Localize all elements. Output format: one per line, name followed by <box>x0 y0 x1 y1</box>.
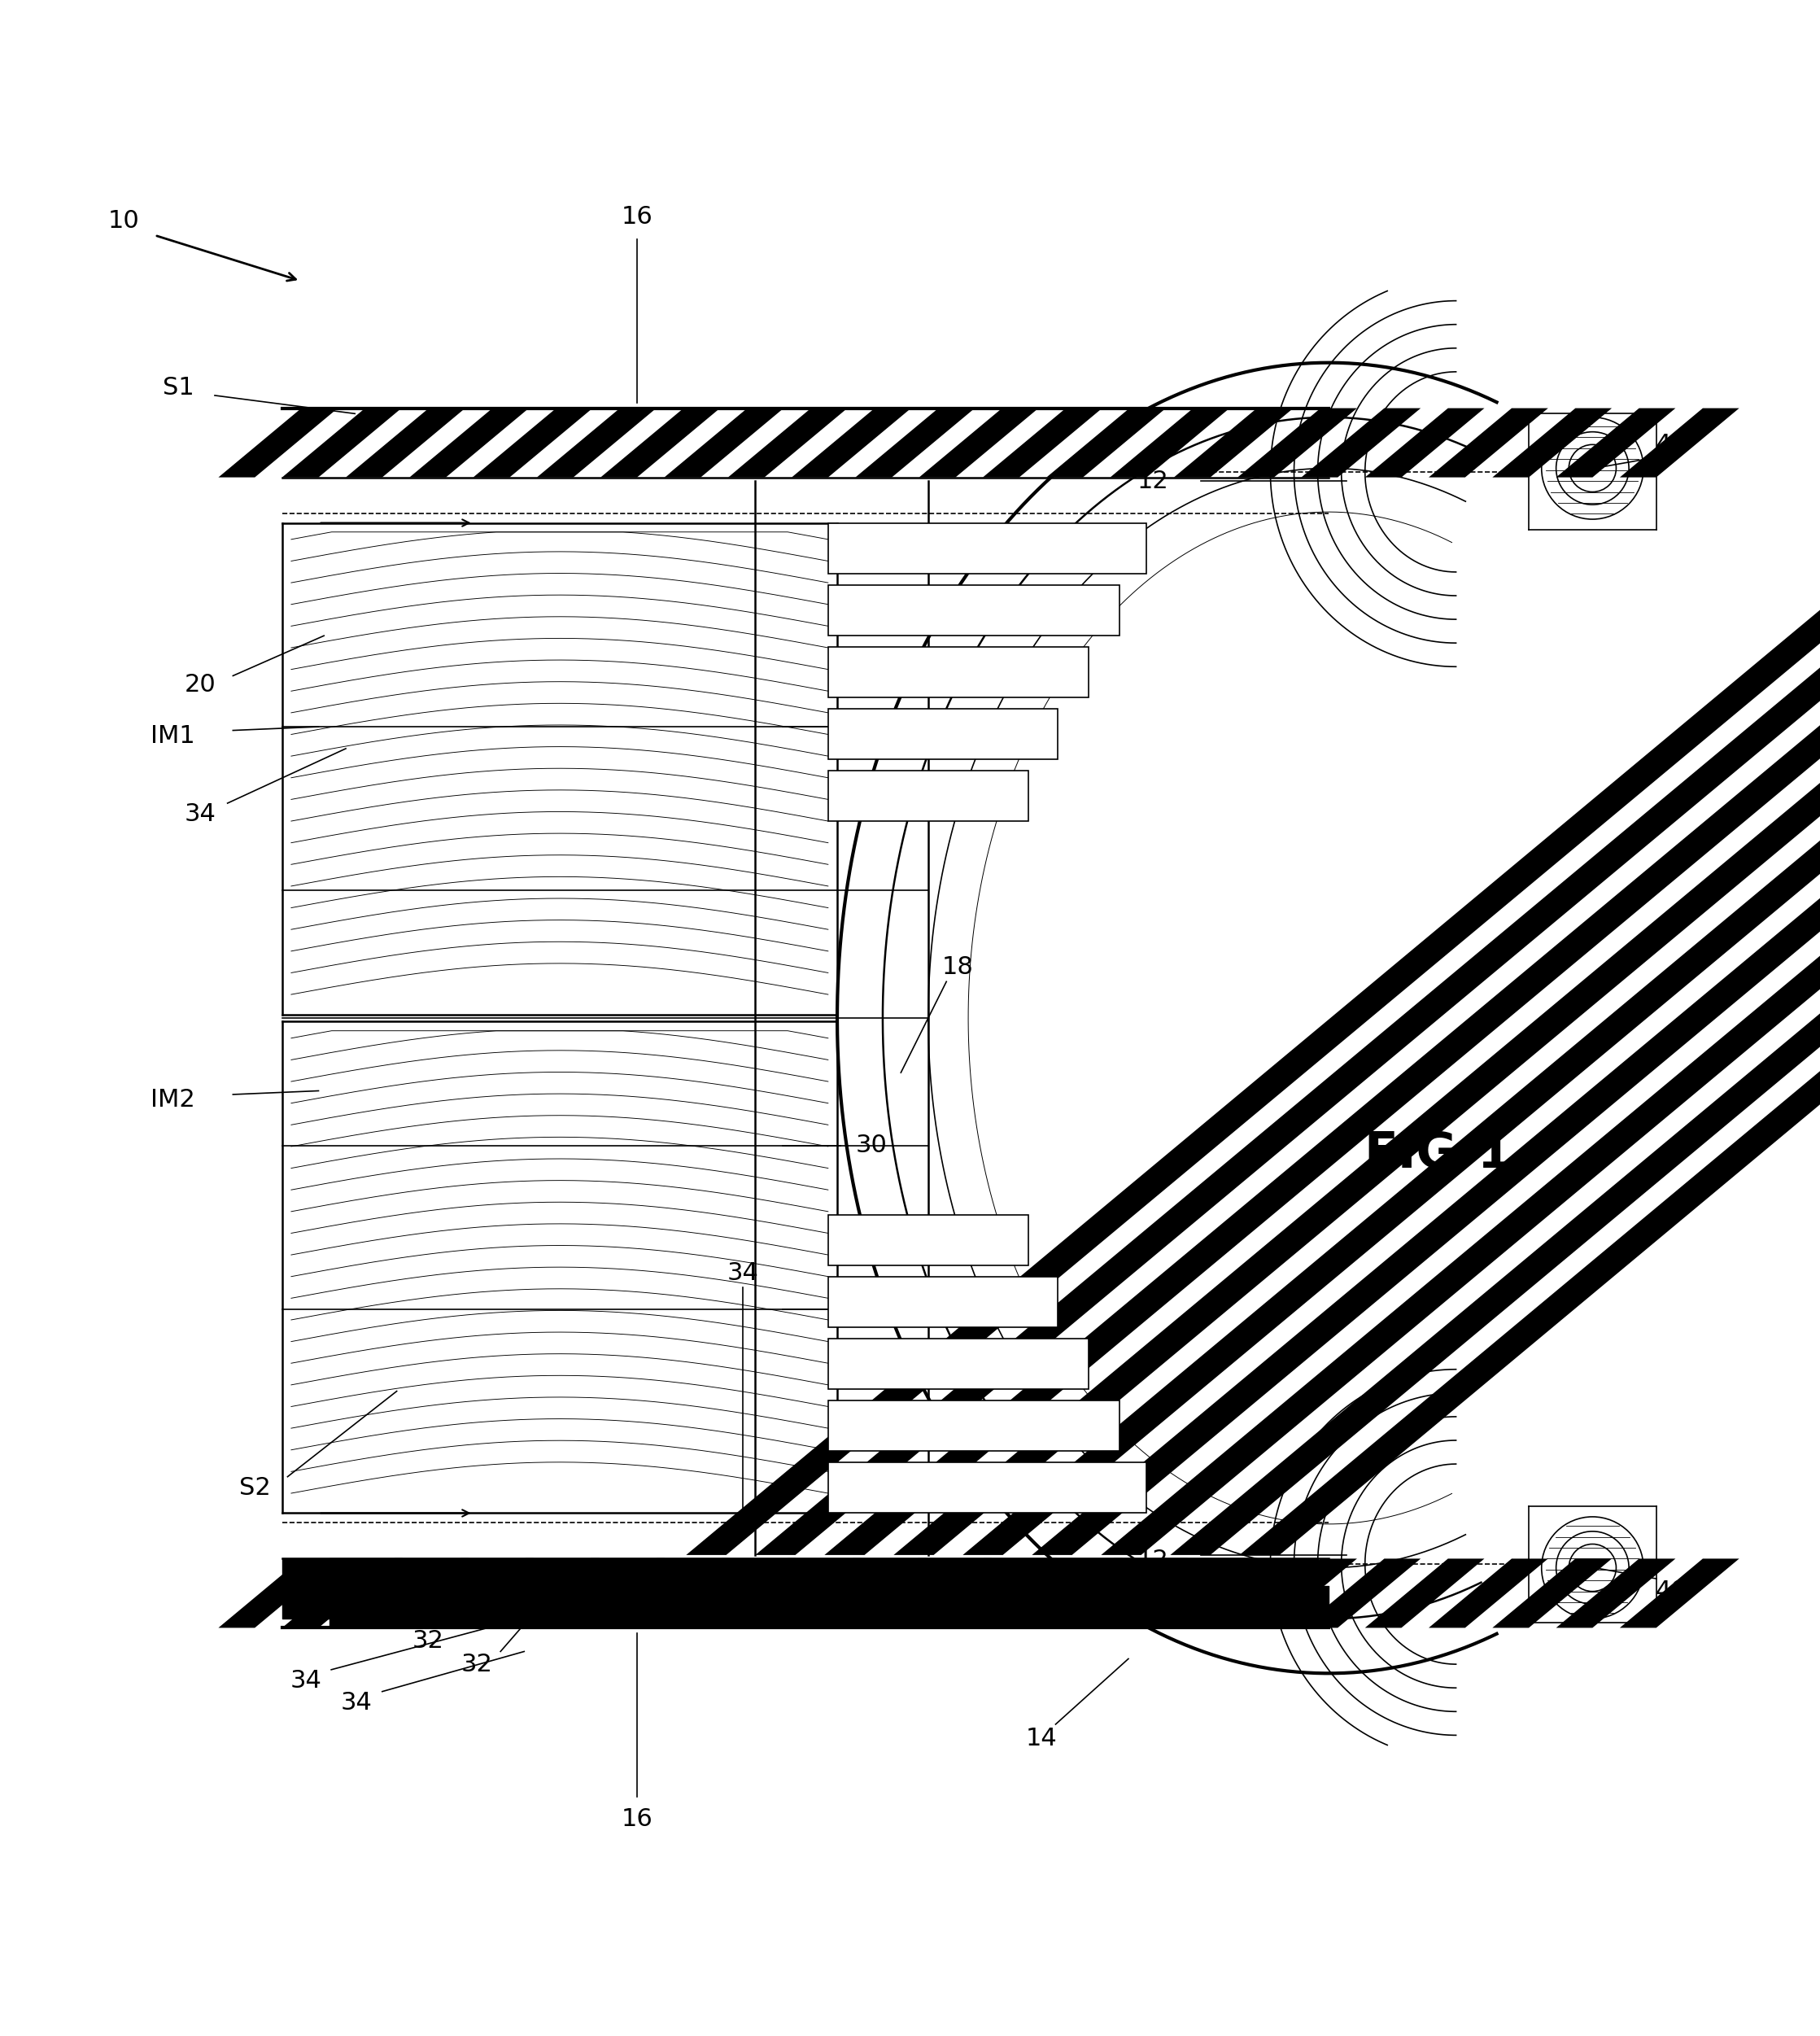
Polygon shape <box>919 407 1039 476</box>
Polygon shape <box>1174 407 1294 476</box>
Polygon shape <box>1492 407 1613 476</box>
Polygon shape <box>346 407 466 476</box>
Bar <box>828 1401 1119 1452</box>
Polygon shape <box>792 1560 912 1629</box>
Text: 32: 32 <box>357 1602 389 1627</box>
Text: 12: 12 <box>1138 1549 1168 1572</box>
Text: 30: 30 <box>855 1297 886 1321</box>
Text: 30: 30 <box>855 715 886 739</box>
Text: 30: 30 <box>855 1134 886 1156</box>
Text: 40: 40 <box>1654 1580 1687 1602</box>
Polygon shape <box>728 407 848 476</box>
Polygon shape <box>1238 407 1358 476</box>
Polygon shape <box>1365 1560 1485 1629</box>
Polygon shape <box>1101 480 1820 1556</box>
Polygon shape <box>855 407 976 476</box>
Polygon shape <box>1301 1560 1421 1629</box>
Text: S1: S1 <box>162 377 195 399</box>
Polygon shape <box>1492 1560 1613 1629</box>
Polygon shape <box>218 407 339 476</box>
Text: FIG-1: FIG-1 <box>1363 1130 1512 1179</box>
Text: 16: 16 <box>621 1808 653 1830</box>
Bar <box>828 647 1088 698</box>
Text: 16: 16 <box>621 206 653 228</box>
Polygon shape <box>1032 480 1820 1556</box>
Text: 34: 34 <box>340 1690 373 1714</box>
Polygon shape <box>1046 1560 1167 1629</box>
Text: 32: 32 <box>411 1629 444 1653</box>
Polygon shape <box>855 1560 976 1629</box>
Polygon shape <box>983 407 1103 476</box>
Polygon shape <box>410 407 530 476</box>
Text: 18: 18 <box>941 955 974 979</box>
Bar <box>828 709 1057 759</box>
Polygon shape <box>1238 1560 1358 1629</box>
Text: 14: 14 <box>1025 1727 1057 1751</box>
Text: IM2: IM2 <box>151 1087 195 1112</box>
Polygon shape <box>473 407 593 476</box>
Text: S2: S2 <box>238 1476 271 1498</box>
Polygon shape <box>1110 407 1230 476</box>
Polygon shape <box>1301 407 1421 476</box>
Bar <box>828 1277 1057 1327</box>
Polygon shape <box>346 1560 466 1629</box>
Polygon shape <box>1110 1560 1230 1629</box>
Bar <box>828 1215 1028 1266</box>
Polygon shape <box>894 480 1820 1556</box>
Polygon shape <box>601 407 721 476</box>
Polygon shape <box>537 407 657 476</box>
Polygon shape <box>664 407 784 476</box>
Text: IM1: IM1 <box>151 725 195 747</box>
Polygon shape <box>1046 407 1167 476</box>
Text: 20: 20 <box>184 674 217 696</box>
Polygon shape <box>473 1560 593 1629</box>
Bar <box>828 584 1119 635</box>
Text: 10: 10 <box>107 210 140 232</box>
Polygon shape <box>1429 1560 1549 1629</box>
Polygon shape <box>1556 407 1676 476</box>
Polygon shape <box>686 480 1820 1556</box>
Text: 34: 34 <box>726 1260 759 1285</box>
Polygon shape <box>963 480 1820 1556</box>
Polygon shape <box>410 1560 530 1629</box>
Polygon shape <box>218 1560 339 1629</box>
Polygon shape <box>1620 407 1740 476</box>
Text: 40: 40 <box>1654 434 1687 456</box>
Polygon shape <box>755 480 1820 1556</box>
Polygon shape <box>282 1560 402 1629</box>
Polygon shape <box>1365 407 1485 476</box>
Polygon shape <box>1556 1560 1676 1629</box>
Polygon shape <box>919 1560 1039 1629</box>
Polygon shape <box>1620 1560 1740 1629</box>
Polygon shape <box>537 1560 657 1629</box>
Polygon shape <box>1239 480 1820 1556</box>
Bar <box>828 1338 1088 1389</box>
Text: 34: 34 <box>289 1670 322 1692</box>
Polygon shape <box>792 407 912 476</box>
Bar <box>828 1462 1147 1513</box>
Polygon shape <box>1174 1560 1294 1629</box>
Polygon shape <box>983 1560 1103 1629</box>
Polygon shape <box>1170 480 1820 1556</box>
Bar <box>828 523 1147 574</box>
Polygon shape <box>282 407 402 476</box>
Polygon shape <box>664 1560 784 1629</box>
Polygon shape <box>601 1560 721 1629</box>
Polygon shape <box>1429 407 1549 476</box>
Text: 32: 32 <box>460 1653 493 1676</box>
Polygon shape <box>728 1560 848 1629</box>
Text: 34: 34 <box>184 802 217 827</box>
Bar <box>828 770 1028 821</box>
Text: 12: 12 <box>1138 468 1168 493</box>
Polygon shape <box>824 480 1820 1556</box>
